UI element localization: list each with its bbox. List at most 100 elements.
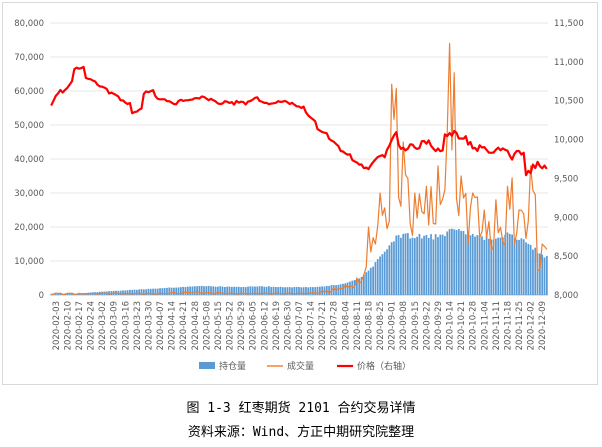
open-interest-bar [309, 287, 312, 295]
figure-caption-title: 图 1-3 红枣期货 2101 合约交易详情 [186, 401, 416, 416]
open-interest-bar [177, 287, 180, 295]
open-interest-bar [362, 274, 365, 295]
open-interest-bar [490, 239, 493, 295]
x-axis-tick-label: 2020-03-02 [98, 301, 108, 350]
open-interest-bar [358, 278, 361, 295]
open-interest-bar [214, 286, 217, 295]
x-axis-tick-label: 2020-07-28 [330, 301, 340, 350]
open-interest-bar [483, 239, 486, 295]
open-interest-bar [131, 289, 134, 295]
right-axis-tick-label: 10,500 [554, 97, 584, 107]
open-interest-bar [135, 289, 138, 295]
x-axis-tick-label: 2020-08-18 [364, 301, 374, 350]
open-interest-bar [312, 287, 314, 295]
open-interest-bar [481, 236, 483, 295]
legend-swatch-open-interest [199, 362, 215, 369]
open-interest-bar [532, 249, 534, 295]
open-interest-bar [460, 230, 463, 295]
open-interest-bar [367, 270, 370, 295]
open-interest-bar [138, 289, 141, 295]
open-interest-bar [455, 229, 458, 295]
x-axis-tick-label: 2020-03-23 [133, 301, 143, 350]
open-interest-bar [242, 286, 245, 295]
open-interest-bar [186, 286, 189, 295]
open-interest-bar [520, 238, 523, 295]
open-interest-bar [217, 286, 219, 295]
open-interest-bar [152, 288, 154, 295]
open-interest-bar [423, 235, 425, 295]
open-interest-bar [356, 279, 358, 295]
open-interest-bar [457, 229, 460, 295]
open-interest-bar [233, 286, 236, 295]
open-interest-bar [182, 286, 185, 295]
right-axis-tick-label: 11,500 [554, 19, 584, 29]
right-axis-tick-label: 11,000 [554, 58, 584, 68]
open-interest-bar [383, 251, 386, 295]
left-axis-tick-label: 20,000 [14, 223, 44, 233]
x-axis-tick-label: 2020-03-09 [110, 301, 120, 350]
x-axis-tick-label: 2020-05-29 [237, 301, 247, 350]
open-interest-bar [453, 229, 456, 295]
legend-label: 价格（右轴） [357, 360, 411, 372]
open-interest-bar [478, 235, 481, 295]
x-axis-tick-label: 2020-04-07 [156, 301, 166, 350]
open-interest-bar [133, 289, 136, 295]
x-axis-tick-label: 2020-03-16 [121, 301, 131, 350]
right-axis-tick-label: 8,500 [554, 252, 578, 262]
open-interest-bar [57, 293, 59, 295]
open-interest-bar [534, 247, 537, 295]
open-interest-bar [328, 286, 330, 295]
open-interest-bar [50, 294, 53, 295]
open-interest-bar [140, 289, 143, 295]
open-interest-bar [288, 287, 291, 295]
open-interest-bar [173, 287, 175, 295]
open-interest-bar [369, 267, 372, 295]
open-interest-bar [351, 280, 354, 295]
open-interest-bar [268, 286, 270, 295]
open-interest-bar [274, 286, 277, 295]
open-interest-bar [450, 228, 453, 295]
open-interest-bar [342, 283, 344, 295]
x-axis-tick-label: 2020-04-28 [191, 301, 201, 350]
x-axis-tick-label: 2020-06-30 [283, 301, 293, 350]
x-axis-tick-label: 2020-09-01 [388, 301, 398, 350]
open-interest-bar [126, 290, 129, 295]
x-axis-tick-label: 2020-11-18 [503, 301, 513, 350]
open-interest-bar [166, 287, 168, 295]
open-interest-bar [339, 284, 342, 295]
open-interest-bar [196, 286, 198, 295]
x-axis-tick-label: 2020-02-10 [63, 301, 73, 350]
open-interest-bar [263, 286, 266, 295]
open-interest-bar [298, 286, 300, 295]
open-interest-bar [149, 288, 152, 295]
open-interest-bar [504, 234, 507, 295]
open-interest-bar [78, 293, 80, 295]
open-interest-bar [277, 287, 280, 295]
open-interest-bar [286, 287, 289, 295]
x-axis-tick-label: 2020-06-12 [260, 301, 270, 350]
open-interest-bar [536, 253, 539, 295]
x-axis-tick-label: 2020-09-15 [411, 301, 421, 350]
open-interest-bar [360, 277, 363, 295]
open-interest-bar [307, 287, 310, 295]
open-interest-bar [515, 239, 518, 295]
open-interest-bar [323, 286, 326, 295]
open-interest-bar [495, 238, 497, 295]
volume-line [51, 42, 548, 295]
open-interest-bar [539, 253, 541, 295]
x-axis-tick-label: 2020-09-22 [422, 301, 432, 350]
open-interest-bar [511, 234, 513, 295]
open-interest-bar [400, 237, 402, 295]
open-interest-bar [191, 286, 194, 295]
chart-frame: 0 10,000 20,000 30,000 40,000 50,000 60,000 70,… [2, 2, 598, 385]
open-interest-bar [446, 231, 449, 295]
open-interest-bar [344, 283, 347, 295]
open-interest-bar [254, 286, 256, 295]
left-axis-tick-label: 60,000 [14, 87, 44, 97]
open-interest-bar [379, 256, 381, 295]
x-axis-tick-label: 2020-11-25 [515, 301, 525, 350]
open-interest-bar [249, 286, 252, 295]
open-interest-bar [518, 239, 520, 295]
open-interest-bar [513, 238, 516, 295]
open-interest-bar [154, 288, 157, 295]
